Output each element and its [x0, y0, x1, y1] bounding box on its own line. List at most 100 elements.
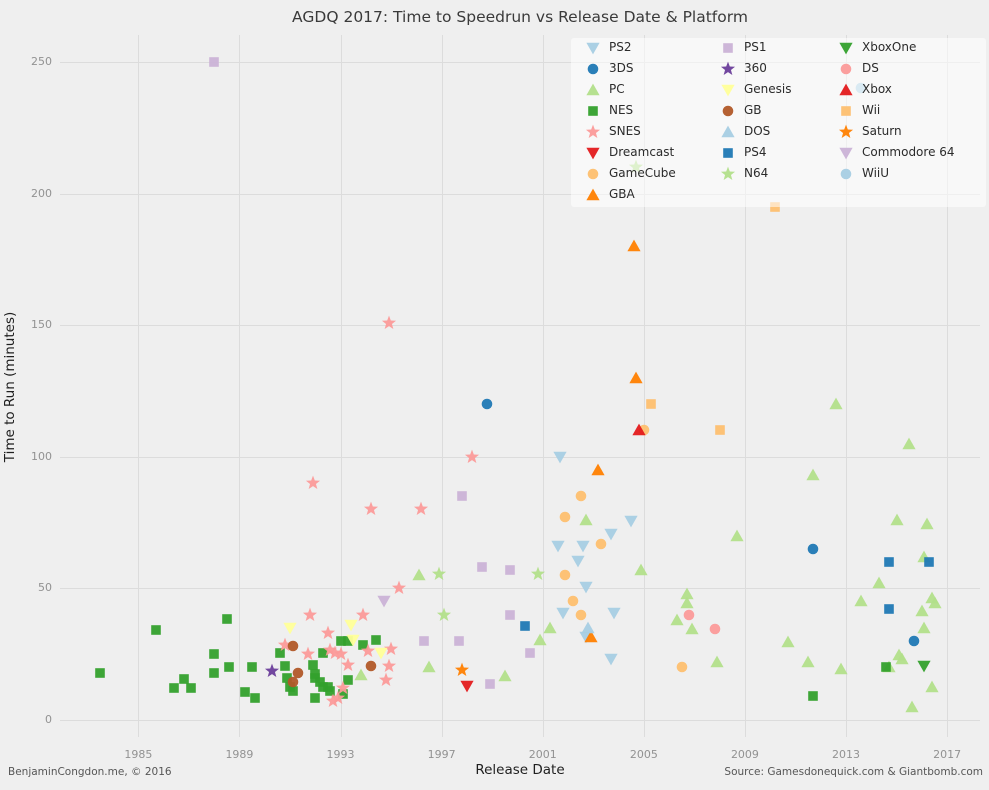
y-axis-label: Time to Run (minutes) [2, 311, 18, 463]
genesis-point [345, 632, 361, 648]
nes-point [307, 670, 323, 686]
x-gridline [441, 35, 443, 737]
pc-point [780, 634, 796, 650]
nes-point [340, 672, 356, 688]
nes-point [322, 683, 338, 699]
snes-point [305, 475, 321, 491]
ps2-point [550, 538, 566, 554]
ps1-point [482, 676, 498, 692]
gba-legend-label: GBA [609, 187, 635, 201]
ps4-legend-label: PS4 [744, 145, 767, 159]
snes-point [325, 693, 341, 709]
nes-point [272, 645, 288, 661]
pc-point [800, 654, 816, 670]
dos-legend-label: DOS [744, 124, 771, 138]
360-legend-marker [720, 61, 736, 77]
ps2-legend-marker [585, 40, 601, 56]
y-gridline [60, 193, 980, 195]
genesis-point [343, 617, 359, 633]
pc-point [633, 562, 649, 578]
ds-point [707, 621, 723, 637]
pc-point [679, 586, 695, 602]
genesis-point [373, 645, 389, 661]
snes-point [340, 657, 356, 673]
pc-point [914, 603, 930, 619]
snes-point [363, 501, 379, 517]
gb-point [290, 665, 306, 681]
n64-legend-label: N64 [744, 166, 769, 180]
genesis-legend-label: Genesis [744, 82, 792, 96]
pc-point [805, 467, 821, 483]
pc-point [828, 396, 844, 412]
xbox-point [631, 422, 647, 438]
pc-point [904, 699, 920, 715]
wii-legend-label: Wii [862, 103, 881, 117]
pc-point [833, 661, 849, 677]
pc-point [924, 679, 940, 695]
gb-legend-marker [720, 103, 736, 119]
gba-legend-marker [585, 187, 601, 203]
commodore-64-point [376, 593, 392, 609]
saturn-point [454, 662, 470, 678]
commodore-64-legend-label: Commodore 64 [862, 145, 955, 159]
ps2-point [603, 526, 619, 542]
x-tick-label: 2017 [933, 748, 962, 761]
pc-point [709, 654, 725, 670]
pc-point [927, 595, 943, 611]
ps1-point [474, 559, 490, 575]
snes-legend-label: SNES [609, 124, 641, 138]
y-tick-label: 150 [31, 318, 52, 332]
nes-point [244, 659, 260, 675]
snes-point [300, 646, 316, 662]
nes-point [183, 680, 199, 696]
nes-point [335, 686, 351, 702]
nes-point [247, 690, 263, 706]
gamecube-point [557, 567, 573, 583]
genesis-point [282, 620, 298, 636]
ps1-point [522, 645, 538, 661]
nes-point [148, 622, 164, 638]
nes-point [878, 659, 894, 675]
y-tick-label: 0 [45, 712, 52, 726]
ps1-legend-marker [720, 40, 736, 56]
chart-title: AGDQ 2017: Time to Speedrun vs Release D… [292, 8, 748, 26]
n64-point [436, 607, 452, 623]
x-tick-label: 2009 [730, 748, 759, 761]
pc-point [729, 528, 745, 544]
n64-legend-marker [720, 166, 736, 182]
nes-legend-label: NES [609, 103, 634, 117]
nes-point [285, 683, 301, 699]
snes-point [322, 642, 338, 658]
gamecube-point [565, 593, 581, 609]
x-axis-label: Release Date [475, 762, 565, 778]
x-gridline [846, 35, 848, 737]
snes-point [302, 607, 318, 623]
snes-point [464, 449, 480, 465]
gb-point [285, 674, 301, 690]
attribution-text: BenjaminCongdon.me, © 2016 [8, 766, 172, 778]
dreamcast-point [459, 678, 475, 694]
wiiu-legend-marker [838, 166, 854, 182]
gb-point [285, 638, 301, 654]
snes-point [378, 672, 394, 688]
y-tick-label: 50 [38, 581, 52, 595]
nes-point [805, 688, 821, 704]
ps2-point [555, 605, 571, 621]
ps2-legend-label: PS2 [609, 40, 632, 54]
snes-point [355, 607, 371, 623]
x-gridline [239, 35, 241, 737]
y-tick-label: 100 [31, 449, 52, 463]
ps4-point [921, 554, 937, 570]
nes-point [166, 680, 182, 696]
snes-point [381, 658, 397, 674]
gba-point [583, 629, 599, 645]
nes-point [307, 690, 323, 706]
pc-point [411, 567, 427, 583]
ps4-point [881, 554, 897, 570]
x-tick-label: 2005 [629, 748, 658, 761]
pc-point [497, 668, 513, 684]
gamecube-legend-label: GameCube [609, 166, 676, 180]
pc-point [901, 436, 917, 452]
wii-point [712, 422, 728, 438]
snes-point [383, 641, 399, 657]
